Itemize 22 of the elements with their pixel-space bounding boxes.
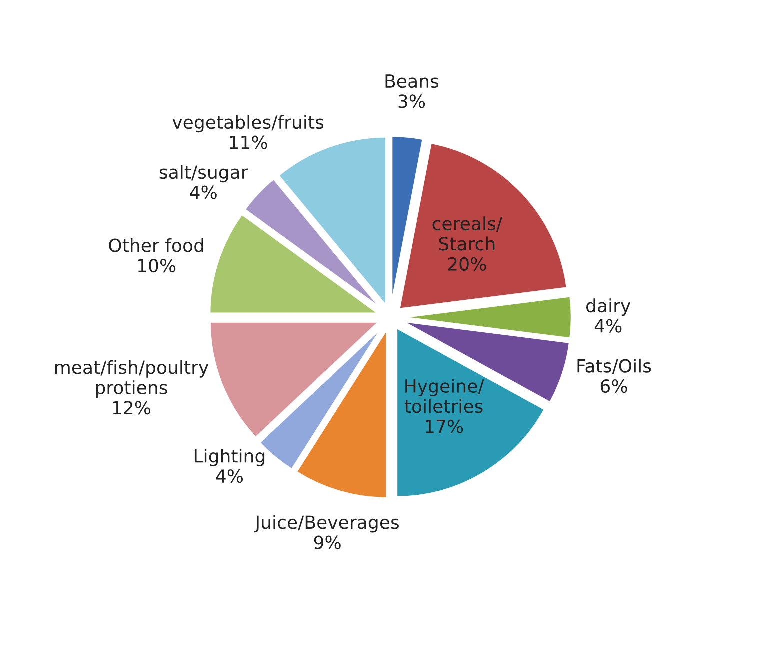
data-label: 11% bbox=[230, 136, 268, 150]
data-label: 20% bbox=[448, 257, 486, 271]
slice-label: Juice/Beverages bbox=[254, 515, 400, 533]
slice-label: meat/fish/poultry protiens bbox=[55, 360, 209, 398]
data-label: 3% bbox=[398, 94, 426, 108]
data-label: 17% bbox=[426, 420, 464, 434]
data-label: 4% bbox=[190, 186, 217, 200]
slice-label: cereals/ Starch bbox=[432, 216, 503, 251]
slice-label: salt/sugar bbox=[160, 165, 248, 183]
slice-label: Lighting bbox=[194, 448, 265, 466]
data-label: 12% bbox=[113, 401, 151, 415]
slice-label: vegetables/fruits bbox=[172, 115, 324, 133]
slice-label: Fats/Oils bbox=[578, 358, 652, 374]
slice-label: dairy bbox=[586, 298, 631, 316]
data-label: 6% bbox=[600, 379, 628, 394]
slice-label: Hygeine/ toiletries bbox=[404, 379, 484, 414]
data-label: 4% bbox=[594, 319, 622, 333]
data-label: 10% bbox=[138, 258, 176, 273]
slice-label: Other food bbox=[109, 238, 204, 252]
data-label: 4% bbox=[216, 469, 244, 484]
slice-label: Beans bbox=[386, 74, 439, 88]
data-label: 9% bbox=[314, 536, 341, 550]
